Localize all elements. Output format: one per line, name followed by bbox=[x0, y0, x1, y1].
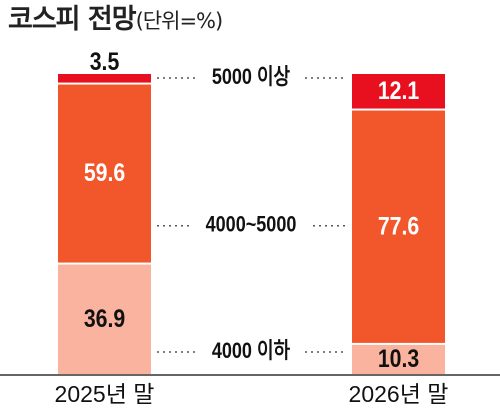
legend-label-between: 4000~5000 bbox=[206, 213, 297, 237]
chart-title-unit: (단위=%) bbox=[135, 9, 224, 33]
chart-title: 코스피 전망(단위=%) bbox=[8, 0, 224, 43]
bar-segment-below_4000-1 bbox=[58, 264, 151, 374]
legend-label-above_5000: 5000 이상 bbox=[212, 64, 291, 89]
bar-value-label-above_5000-1: 3.5 bbox=[90, 47, 120, 75]
bar-segment-between-1 bbox=[58, 84, 151, 263]
chart-title-main: 코스피 전망 bbox=[8, 4, 137, 35]
bar-segment-above_5000-1 bbox=[58, 74, 151, 83]
bar-value-label-between-1: 59.6 bbox=[84, 159, 125, 187]
category-label-1: 2025년 말 bbox=[55, 381, 155, 407]
bar-segment-below_4000-2 bbox=[352, 344, 445, 374]
legend-label-below_4000: 4000 이하 bbox=[212, 338, 291, 363]
bar-value-label-between-2: 77.6 bbox=[378, 212, 419, 240]
bar-segment-between-2 bbox=[352, 110, 445, 343]
bar-value-label-above_5000-2: 12.1 bbox=[378, 76, 419, 104]
bar-segment-above_5000-2 bbox=[352, 74, 445, 109]
bar-value-label-below_4000-1: 36.9 bbox=[84, 304, 125, 332]
category-label-2: 2026년 말 bbox=[349, 381, 449, 407]
bar-value-label-below_4000-2: 10.3 bbox=[378, 344, 419, 372]
